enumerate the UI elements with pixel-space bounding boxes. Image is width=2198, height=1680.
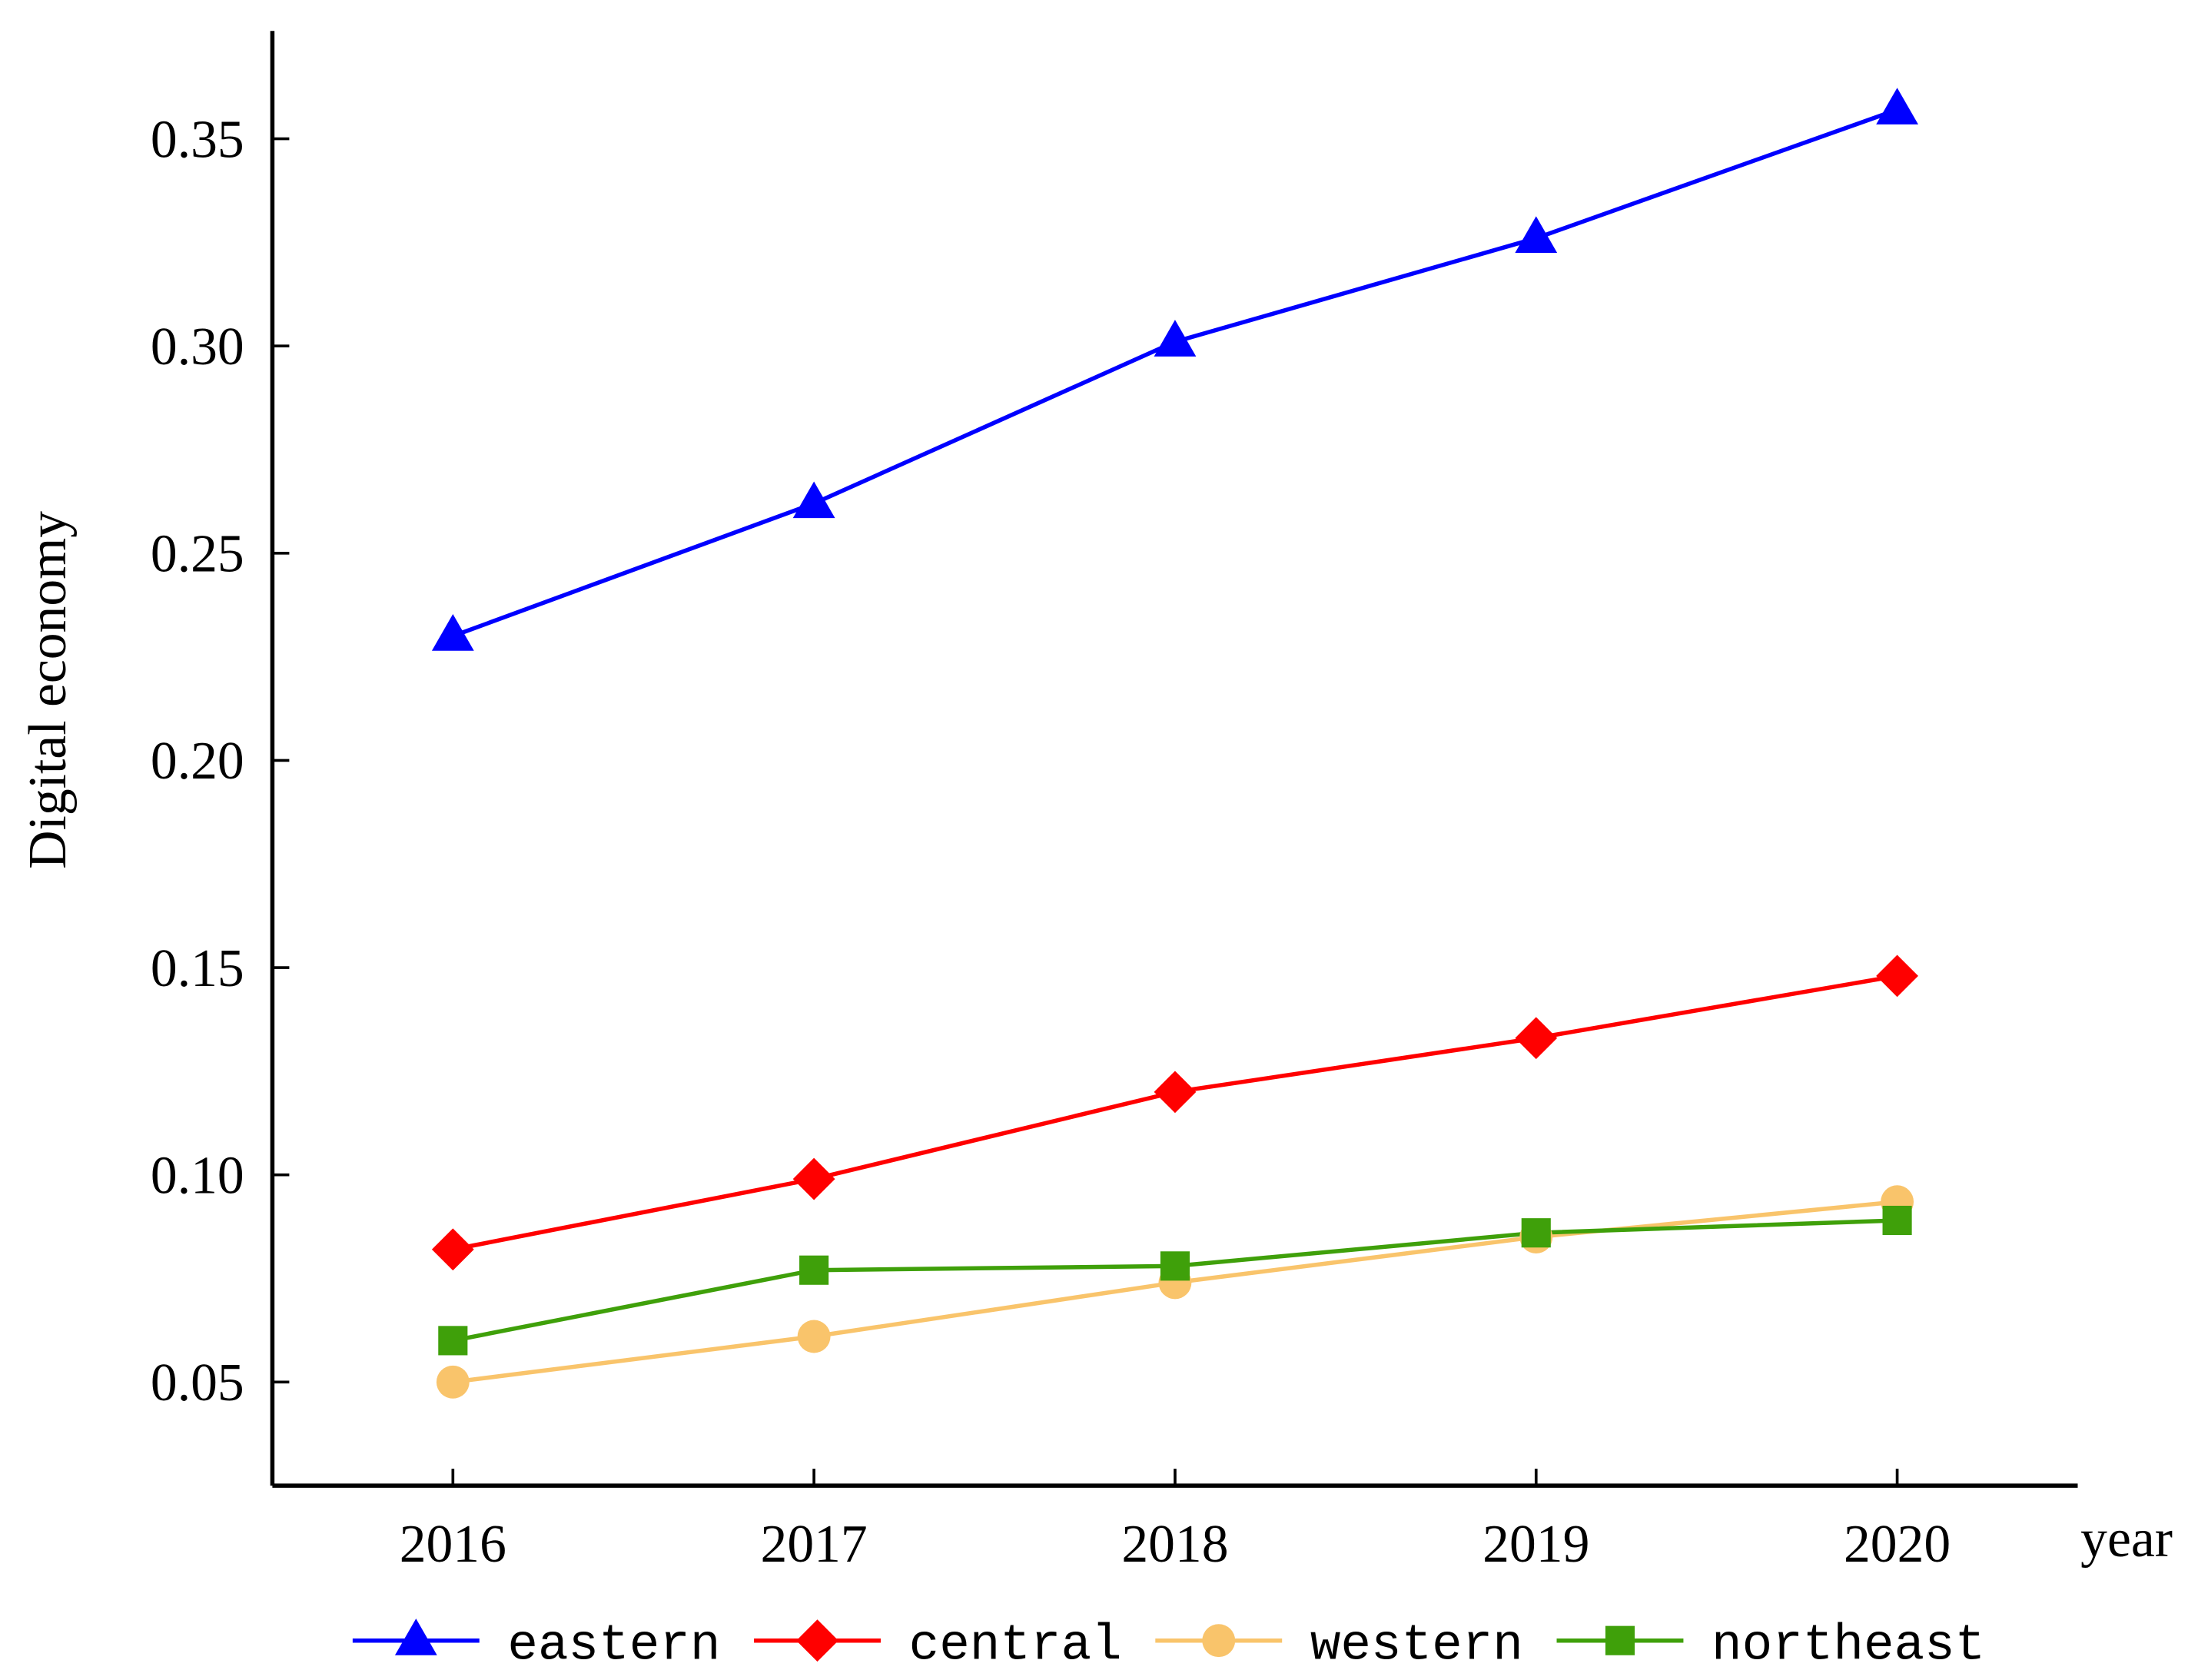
y-tick-label: 0.35: [151, 110, 244, 169]
marker: [1515, 1017, 1558, 1060]
marker: [436, 1365, 470, 1399]
marker: [1154, 1071, 1197, 1114]
legend-marker: [796, 1619, 838, 1662]
x-axis-label: year: [2080, 1509, 2173, 1569]
series-line: [452, 108, 1898, 639]
y-tick-label: 0.15: [151, 939, 244, 998]
legend-label: western: [1310, 1617, 1523, 1675]
legend-label: central: [909, 1617, 1122, 1675]
marker: [797, 1320, 831, 1353]
marker: [431, 1228, 474, 1271]
legend-marker: [1605, 1625, 1635, 1655]
x-tick-label: 2018: [1121, 1515, 1228, 1574]
y-tick-label: 0.10: [151, 1147, 244, 1206]
marker: [438, 1326, 468, 1356]
y-tick-label: 0.05: [151, 1353, 244, 1413]
legend-marker: [394, 1619, 437, 1655]
marker: [1882, 1205, 1912, 1236]
legend-marker: [1202, 1624, 1236, 1658]
marker: [792, 481, 835, 519]
marker: [792, 1157, 835, 1200]
marker: [1515, 216, 1558, 254]
marker: [1876, 88, 1918, 125]
y-tick-label: 0.30: [151, 317, 244, 377]
x-tick-label: 2020: [1844, 1515, 1951, 1574]
marker: [1521, 1218, 1551, 1248]
marker: [1154, 320, 1197, 357]
legend-label: eastern: [507, 1617, 720, 1675]
x-tick-label: 2017: [761, 1515, 868, 1574]
x-tick-label: 2019: [1482, 1515, 1589, 1574]
y-tick-label: 0.20: [151, 732, 244, 791]
marker: [1160, 1251, 1190, 1281]
x-tick-label: 2016: [400, 1515, 506, 1574]
y-tick-label: 0.25: [151, 525, 244, 584]
marker: [431, 614, 474, 651]
marker: [1876, 955, 1918, 998]
y-axis-label: Digital economy: [18, 511, 78, 869]
marker: [799, 1255, 829, 1285]
legend-label: northeast: [1712, 1617, 1985, 1675]
